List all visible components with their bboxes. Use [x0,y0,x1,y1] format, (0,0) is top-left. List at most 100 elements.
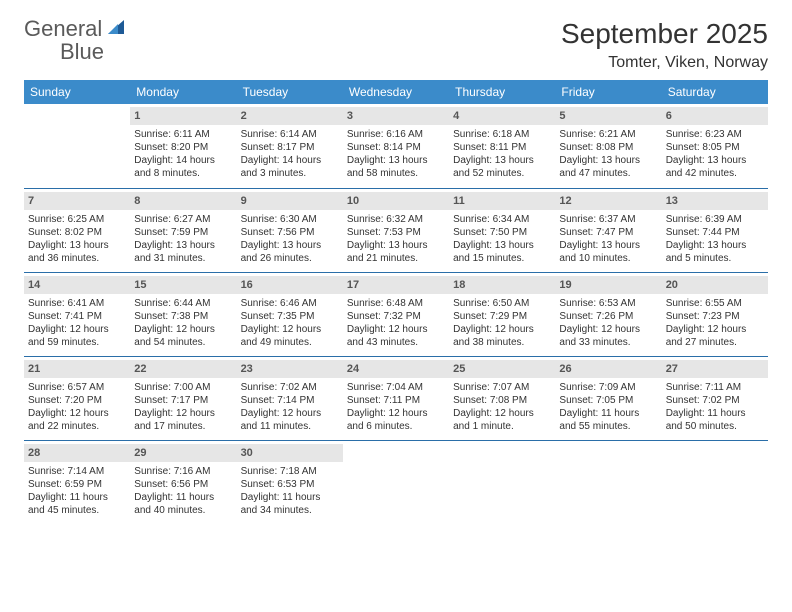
daylight-text: Daylight: 13 hours and 52 minutes. [453,154,551,180]
day-number: 16 [237,276,343,294]
daylight-text: Daylight: 12 hours and 59 minutes. [28,323,126,349]
sunset-text: Sunset: 8:11 PM [453,141,551,154]
day-number: 20 [662,276,768,294]
calendar-cell: 28Sunrise: 7:14 AMSunset: 6:59 PMDayligh… [24,440,130,524]
daylight-text: Daylight: 13 hours and 21 minutes. [347,239,445,265]
sunset-text: Sunset: 7:38 PM [134,310,232,323]
calendar-week-row: 14Sunrise: 6:41 AMSunset: 7:41 PMDayligh… [24,272,768,356]
calendar-week-row: 21Sunrise: 6:57 AMSunset: 7:20 PMDayligh… [24,356,768,440]
title-block: September 2025 Tomter, Viken, Norway [561,18,768,72]
sunrise-text: Sunrise: 6:41 AM [28,297,126,310]
sunrise-text: Sunrise: 7:07 AM [453,381,551,394]
weekday-header: Thursday [449,80,555,104]
sunrise-text: Sunrise: 6:18 AM [453,128,551,141]
logo-sail-icon [106,18,126,38]
sunrise-text: Sunrise: 6:53 AM [559,297,657,310]
calendar-cell: 6Sunrise: 6:23 AMSunset: 8:05 PMDaylight… [662,104,768,188]
day-number: 17 [343,276,449,294]
calendar-cell: 2Sunrise: 6:14 AMSunset: 8:17 PMDaylight… [237,104,343,188]
sunset-text: Sunset: 7:44 PM [666,226,764,239]
day-number: 9 [237,192,343,210]
daylight-text: Daylight: 14 hours and 3 minutes. [241,154,339,180]
day-number: 14 [24,276,130,294]
calendar-cell: 14 Sunrise: 6:41 AMSunset: 7:41 PMDayligh… [24,272,130,356]
calendar-week-row: 28Sunrise: 7:14 AMSunset: 6:59 PMDayligh… [24,440,768,524]
sunrise-text: Sunrise: 7:04 AM [347,381,445,394]
day-number: 11 [449,192,555,210]
sunset-text: Sunset: 8:05 PM [666,141,764,154]
sunrise-text: Sunrise: 6:32 AM [347,213,445,226]
sunset-text: Sunset: 6:53 PM [241,478,339,491]
sunset-text: Sunset: 7:56 PM [241,226,339,239]
calendar-cell: 3Sunrise: 6:16 AMSunset: 8:14 PMDaylight… [343,104,449,188]
daylight-text: Daylight: 11 hours and 50 minutes. [666,407,764,433]
daylight-text: Daylight: 13 hours and 15 minutes. [453,239,551,265]
sunrise-text: Sunrise: 6:23 AM [666,128,764,141]
weekday-header: Wednesday [343,80,449,104]
calendar-cell: 16Sunrise: 6:46 AMSunset: 7:35 PMDayligh… [237,272,343,356]
daylight-text: Daylight: 11 hours and 40 minutes. [134,491,232,517]
calendar-cell: 20 Sunrise: 6:55 AMSunset: 7:23 PMDayligh… [662,272,768,356]
day-number: 7 [24,192,130,210]
calendar-cell: 5Sunrise: 6:21 AMSunset: 8:08 PMDaylight… [555,104,661,188]
day-number: 25 [449,360,555,378]
sunset-text: Sunset: 6:56 PM [134,478,232,491]
calendar-cell: 8Sunrise: 6:27 AMSunset: 7:59 PMDaylight… [130,188,236,272]
sunset-text: Sunset: 8:02 PM [28,226,126,239]
calendar-cell: 12Sunrise: 6:37 AMSunset: 7:47 PMDayligh… [555,188,661,272]
calendar-cell [24,104,130,188]
calendar-cell: 21Sunrise: 6:57 AMSunset: 7:20 PMDayligh… [24,356,130,440]
sunset-text: Sunset: 8:14 PM [347,141,445,154]
day-number: 15 [130,276,236,294]
header-row: General Blue September 2025 Tomter, Vike… [24,18,768,72]
sunset-text: Sunset: 7:53 PM [347,226,445,239]
sunrise-text: Sunrise: 7:09 AM [559,381,657,394]
calendar-table: SundayMondayTuesdayWednesdayThursdayFrid… [24,80,768,524]
calendar-cell: 18Sunrise: 6:50 AMSunset: 7:29 PMDayligh… [449,272,555,356]
sunrise-text: Sunrise: 7:00 AM [134,381,232,394]
day-number: 26 [555,360,661,378]
calendar-cell: 1Sunrise: 6:11 AMSunset: 8:20 PMDaylight… [130,104,236,188]
day-number: 29 [130,444,236,462]
calendar-cell: 22Sunrise: 7:00 AMSunset: 7:17 PMDayligh… [130,356,236,440]
day-number: 1 [130,107,236,125]
daylight-text: Daylight: 12 hours and 22 minutes. [28,407,126,433]
location-text: Tomter, Viken, Norway [561,54,768,72]
daylight-text: Daylight: 12 hours and 27 minutes. [666,323,764,349]
sunset-text: Sunset: 7:29 PM [453,310,551,323]
weekday-header: Sunday [24,80,130,104]
logo-text: General Blue [24,18,104,64]
sunset-text: Sunset: 7:32 PM [347,310,445,323]
sunset-text: Sunset: 8:20 PM [134,141,232,154]
sunset-text: Sunset: 7:35 PM [241,310,339,323]
daylight-text: Daylight: 12 hours and 17 minutes. [134,407,232,433]
sunrise-text: Sunrise: 6:25 AM [28,213,126,226]
sunset-text: Sunset: 7:23 PM [666,310,764,323]
daylight-text: Daylight: 14 hours and 8 minutes. [134,154,232,180]
sunrise-text: Sunrise: 6:46 AM [241,297,339,310]
sunrise-text: Sunrise: 7:02 AM [241,381,339,394]
daylight-text: Daylight: 12 hours and 43 minutes. [347,323,445,349]
daylight-text: Daylight: 13 hours and 36 minutes. [28,239,126,265]
day-number: 21 [24,360,130,378]
sunrise-text: Sunrise: 7:11 AM [666,381,764,394]
day-number: 5 [555,107,661,125]
sunrise-text: Sunrise: 6:39 AM [666,213,764,226]
sunrise-text: Sunrise: 6:55 AM [666,297,764,310]
logo-word2: Blue [24,39,104,64]
calendar-cell: 17Sunrise: 6:48 AMSunset: 7:32 PMDayligh… [343,272,449,356]
sunset-text: Sunset: 7:20 PM [28,394,126,407]
weekday-header: Friday [555,80,661,104]
sunset-text: Sunset: 7:41 PM [28,310,126,323]
calendar-cell: 4 Sunrise: 6:18 AMSunset: 8:11 PMDaylight… [449,104,555,188]
daylight-text: Daylight: 13 hours and 58 minutes. [347,154,445,180]
weekday-header: Monday [130,80,236,104]
calendar-cell: 13Sunrise: 6:39 AMSunset: 7:44 PMDayligh… [662,188,768,272]
sunrise-text: Sunrise: 6:37 AM [559,213,657,226]
calendar-cell: 7 Sunrise: 6:25 AMSunset: 8:02 PMDaylight… [24,188,130,272]
daylight-text: Daylight: 12 hours and 38 minutes. [453,323,551,349]
calendar-head: SundayMondayTuesdayWednesdayThursdayFrid… [24,80,768,104]
day-number: 4 [449,107,555,125]
logo: General Blue [24,18,126,64]
sunset-text: Sunset: 7:08 PM [453,394,551,407]
